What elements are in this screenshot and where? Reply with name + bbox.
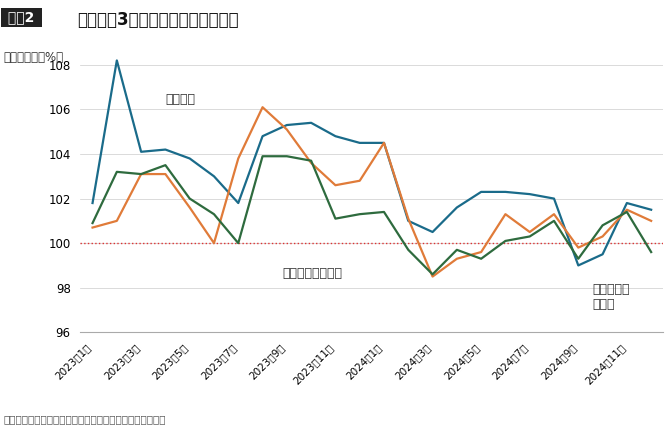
- Text: コンビニ3社の既存店客数月次比較: コンビニ3社の既存店客数月次比較: [77, 11, 239, 29]
- Text: セブン・イレブン: セブン・イレブン: [282, 267, 342, 279]
- Text: 図表2: 図表2: [3, 11, 40, 25]
- Text: ローソン: ローソン: [165, 93, 196, 106]
- Text: 出所：各社月次データをもとに百年コンサルティング作成: 出所：各社月次データをもとに百年コンサルティング作成: [3, 414, 166, 424]
- Text: 前年同月比（%）: 前年同月比（%）: [3, 51, 64, 64]
- Text: ファミリー
マート: ファミリー マート: [593, 283, 630, 311]
